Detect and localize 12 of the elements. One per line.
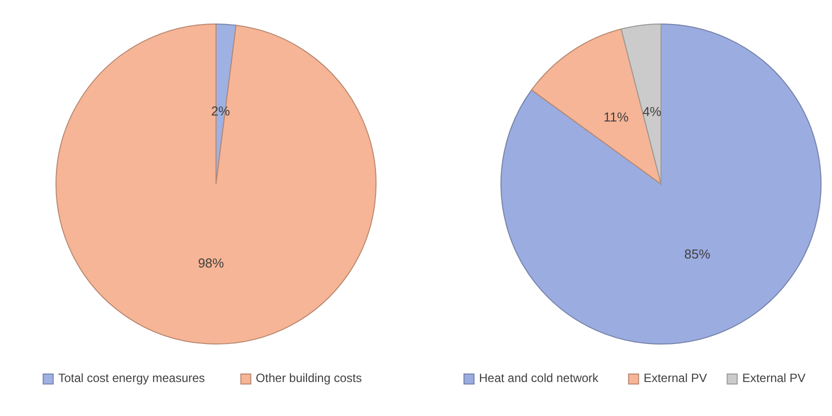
data-label: 4%	[642, 104, 662, 120]
legend-label: Heat and cold network	[479, 371, 600, 386]
pie-slice	[56, 24, 376, 344]
pie-slice	[500, 24, 822, 344]
data-label: 85%	[684, 246, 711, 262]
data-label: 98%	[198, 255, 224, 270]
pie-slice	[531, 28, 662, 184]
legend-label: External PV	[644, 371, 707, 386]
data-label: 11%	[604, 109, 629, 124]
legend-label: Total cost energy measures	[58, 371, 205, 386]
legend-label: External PV	[742, 371, 806, 386]
legend-label: Other building costs	[256, 371, 362, 386]
